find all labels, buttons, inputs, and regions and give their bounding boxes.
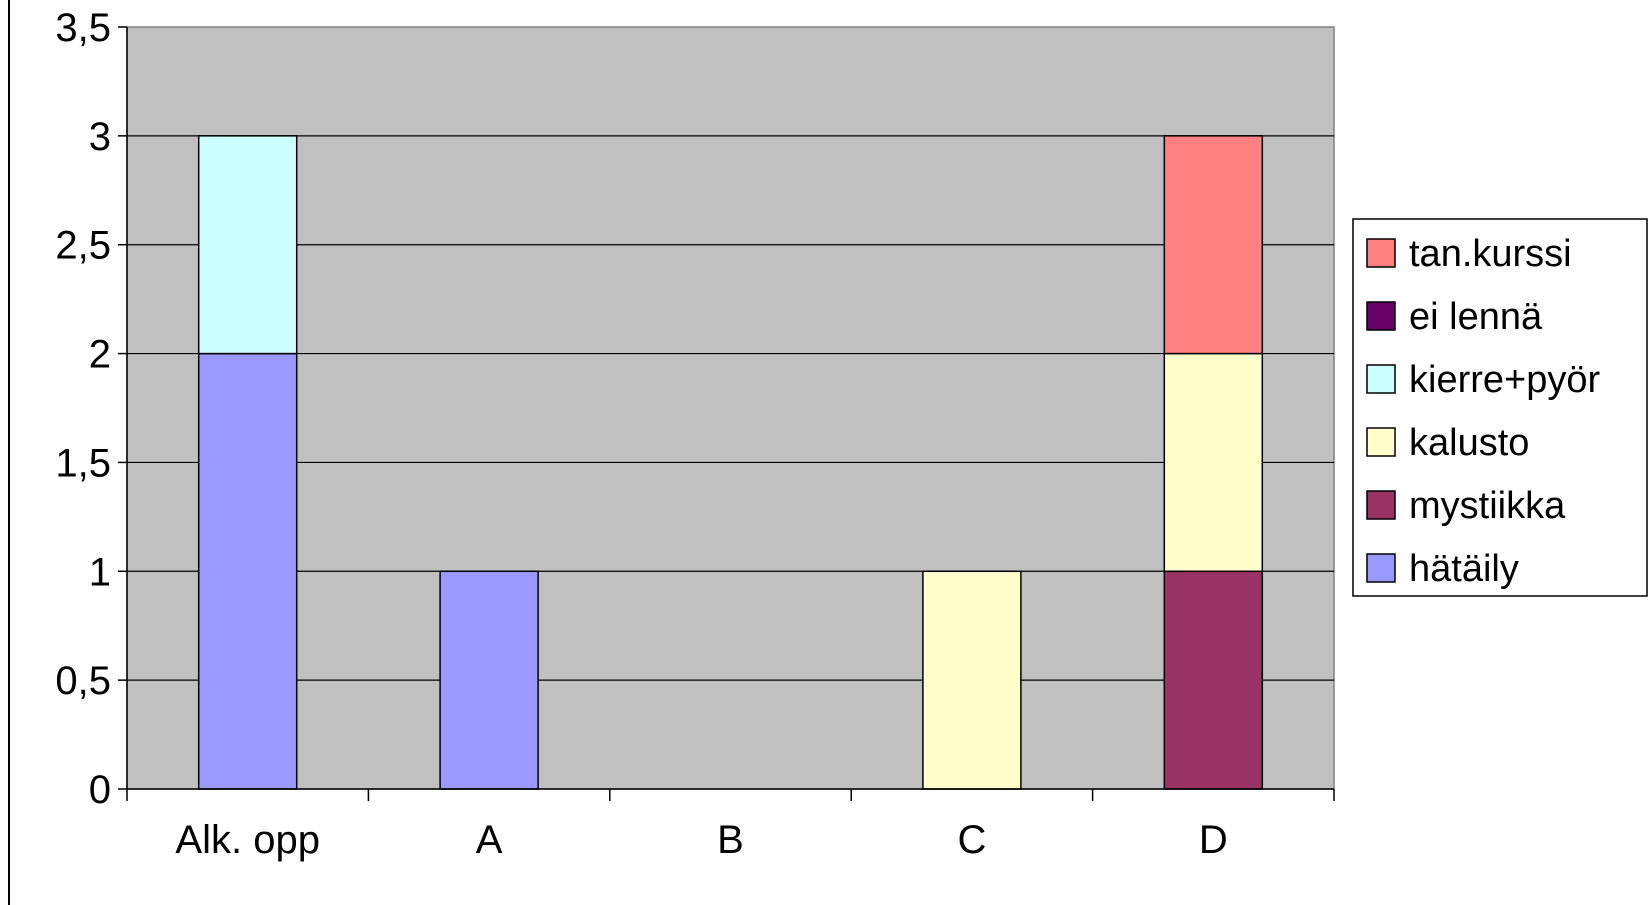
legend-swatch [1366, 427, 1396, 457]
bar-segment [197, 352, 298, 790]
legend-swatch [1366, 490, 1396, 520]
y-tick-label: 0,5 [55, 659, 111, 703]
y-tick-label: 3 [89, 115, 111, 159]
legend-label: kierre+pyör [1409, 359, 1600, 401]
bar-segment [197, 135, 298, 355]
y-tick-label: 2 [89, 333, 111, 377]
legend-box [1352, 218, 1648, 597]
axes: 0 0,5 1 1,5 2 2,5 3 3,5 Alk. opp A B C D [55, 6, 1335, 862]
x-tick-label: Alk. opp [175, 818, 320, 862]
x-tick-label: C [957, 818, 986, 862]
bar-segment [439, 570, 539, 790]
legend-label: ei lennä [1409, 296, 1543, 338]
y-tick-label: 1 [89, 550, 111, 594]
plot-area [126, 26, 1335, 790]
y-tick-label: 0 [89, 768, 111, 812]
x-tick-label: B [717, 818, 744, 862]
legend-swatch [1366, 553, 1396, 583]
legend-label: tan.kurssi [1409, 233, 1572, 275]
y-tick-label: 1,5 [55, 441, 111, 485]
y-tick-label: 3,5 [55, 6, 111, 50]
legend: tan.kurssi ei lennä kierre+pyör kalusto myst… [1352, 218, 1648, 597]
x-tick-label: D [1199, 818, 1228, 862]
gridlines [127, 135, 1334, 681]
legend-label: mystiikka [1409, 485, 1566, 527]
bar-segment [922, 570, 1022, 790]
bar-segment [1163, 570, 1264, 790]
legend-swatch [1366, 364, 1396, 394]
legend-swatch [1366, 238, 1396, 268]
bar-segment [1163, 135, 1264, 355]
legend-label: hätäily [1409, 548, 1519, 590]
bars [197, 135, 1264, 790]
bar-segment [1163, 352, 1264, 573]
legend-swatch [1366, 301, 1396, 331]
x-tick-label: A [476, 818, 503, 862]
legend-label: kalusto [1409, 422, 1529, 464]
y-tick-label: 2,5 [55, 224, 111, 268]
